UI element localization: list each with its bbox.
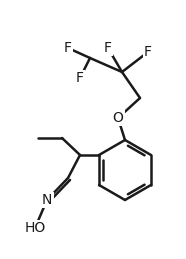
Text: F: F (76, 71, 84, 85)
Text: F: F (104, 41, 112, 55)
Text: F: F (144, 45, 152, 59)
Text: HO: HO (24, 221, 46, 235)
Text: N: N (42, 193, 52, 207)
Text: F: F (64, 41, 72, 55)
Text: O: O (113, 111, 124, 125)
